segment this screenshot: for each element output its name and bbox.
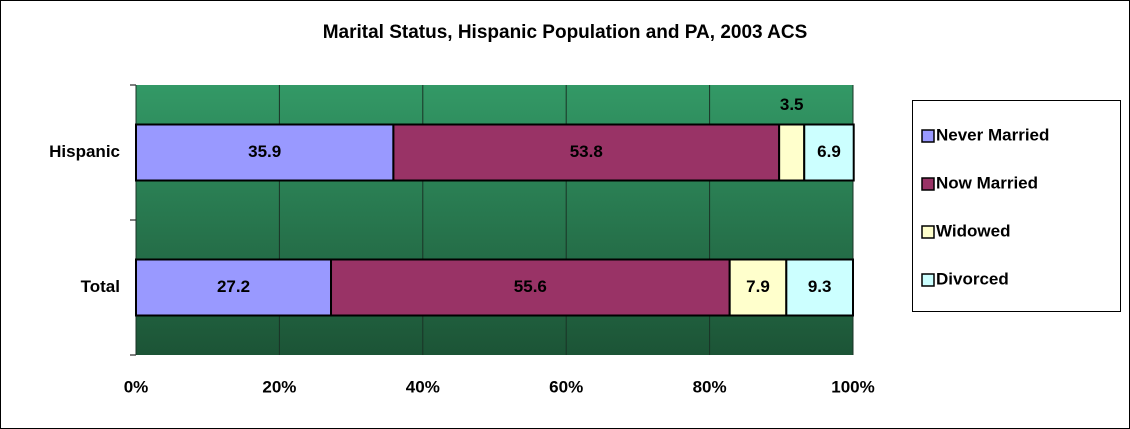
data-label: 7.9	[746, 277, 770, 296]
legend-swatch	[921, 225, 935, 239]
legend-label: Never Married	[936, 125, 1049, 144]
bar-segment	[803, 123, 855, 182]
data-label: 55.6	[514, 277, 547, 296]
x-tick-label: 60%	[549, 377, 583, 396]
x-tick-label: 0%	[124, 377, 149, 396]
bar-segment	[135, 123, 395, 182]
legend-swatch	[921, 177, 935, 191]
x-tick-label: 100%	[831, 377, 874, 396]
data-label: 35.9	[248, 142, 281, 161]
chart-title: Marital Status, Hispanic Population and …	[323, 22, 808, 43]
y-tick-label: Hispanic	[49, 142, 120, 161]
legend-box	[912, 100, 1121, 312]
legend-label: Divorced	[936, 269, 1009, 288]
x-tick-label: 80%	[693, 377, 727, 396]
bar-segment	[135, 258, 333, 317]
y-tick-label: Total	[81, 277, 120, 296]
x-tick-label: 20%	[262, 377, 296, 396]
legend-swatch	[921, 129, 935, 143]
bar-segment	[330, 258, 731, 317]
legend-label: Now Married	[936, 173, 1038, 192]
data-label: 27.2	[217, 277, 250, 296]
x-tick-label: 40%	[406, 377, 440, 396]
data-label: 9.3	[808, 277, 832, 296]
legend-label: Widowed	[936, 221, 1010, 240]
bar-segment	[785, 258, 854, 317]
bar-segment	[392, 123, 781, 182]
data-label: 6.9	[817, 142, 841, 161]
bar-segment	[778, 123, 806, 182]
data-label: 3.5	[780, 95, 804, 114]
data-label: 53.8	[570, 142, 603, 161]
legend-swatch	[921, 273, 935, 287]
